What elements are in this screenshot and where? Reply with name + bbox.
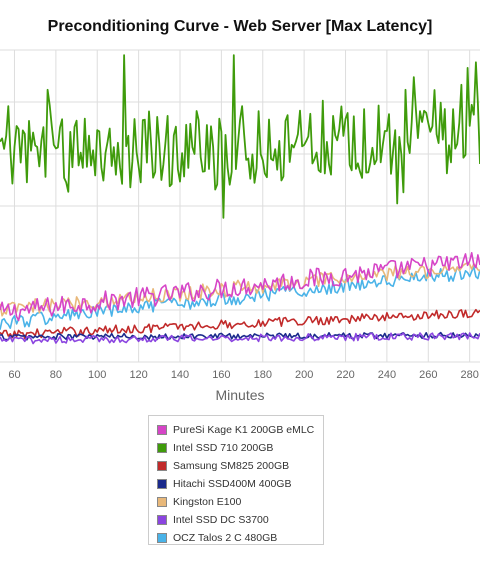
x-axis-label: Minutes <box>215 387 265 403</box>
x-tick-label: 220 <box>336 369 354 381</box>
x-tick-label: 80 <box>50 369 62 381</box>
series-line-4 <box>0 261 480 317</box>
series-line-6 <box>0 266 480 330</box>
legend-swatch <box>157 533 167 543</box>
legend-label: Intel SSD DC S3700 <box>173 514 269 526</box>
legend-item[interactable]: Hitachi SSD400M 400GB <box>149 475 323 493</box>
x-tick-label: 100 <box>88 369 106 381</box>
legend-item[interactable]: Intel SSD DC S3700 <box>149 511 323 529</box>
legend-label: Samsung SM825 200GB <box>173 460 290 472</box>
legend-swatch <box>157 479 167 489</box>
x-tick-label: 140 <box>171 369 189 381</box>
x-tick-labels: 60 80 100 120 140 160 180 200 220 240 260 280 <box>8 369 478 381</box>
series-line-2 <box>0 308 480 340</box>
legend: PureSi Kage K1 200GB eMLC Intel SSD 710 2… <box>148 415 324 545</box>
x-tick-label: 160 <box>212 369 230 381</box>
legend-item[interactable]: Kingston E100 <box>149 493 323 511</box>
legend-label: Intel SSD 710 200GB <box>173 442 274 454</box>
x-tick-label: 200 <box>295 369 313 381</box>
x-tick-label: 280 <box>460 369 478 381</box>
legend-swatch <box>157 515 167 525</box>
series-line-5 <box>0 332 480 345</box>
x-tick-label: 180 <box>254 369 272 381</box>
legend-swatch <box>157 425 167 435</box>
chart-title: Preconditioning Curve - Web Server [Max … <box>47 18 433 35</box>
legend-label: Hitachi SSD400M 400GB <box>173 478 292 490</box>
legend-item[interactable]: Samsung SM825 200GB <box>149 457 323 475</box>
legend-swatch <box>157 497 167 507</box>
legend-item[interactable]: PureSi Kage K1 200GB eMLC <box>149 421 323 439</box>
x-tick-label: 260 <box>419 369 437 381</box>
series-line-0 <box>0 252 480 322</box>
legend-item[interactable]: OCZ Talos 2 C 480GB <box>149 529 323 547</box>
series-layer <box>0 54 480 345</box>
legend-label: PureSi Kage K1 200GB eMLC <box>173 424 315 436</box>
legend-swatch <box>157 443 167 453</box>
x-tick-label: 60 <box>8 369 20 381</box>
legend-item[interactable]: Intel SSD 710 200GB <box>149 439 323 457</box>
x-tick-label: 120 <box>129 369 147 381</box>
series-line-1 <box>0 54 480 219</box>
legend-label: Kingston E100 <box>173 496 242 508</box>
legend-label: OCZ Talos 2 C 480GB <box>173 532 278 544</box>
legend-swatch <box>157 461 167 471</box>
x-tick-label: 240 <box>378 369 396 381</box>
